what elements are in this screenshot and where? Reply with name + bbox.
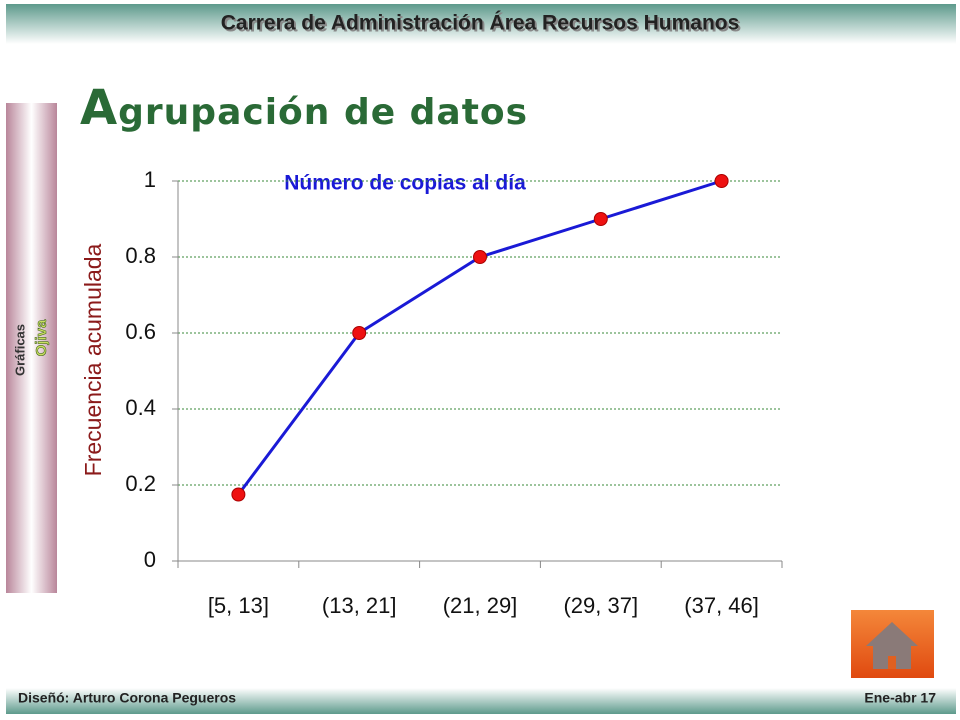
chart-title: Número de copias al día xyxy=(284,172,526,195)
y-tick-label: 0.8 xyxy=(125,243,156,268)
footer-author: Diseñó: Arturo Corona Pegueros xyxy=(18,690,236,706)
x-tick-label: (13, 21] xyxy=(322,593,397,618)
sidebar-topic: Ojiva xyxy=(33,319,50,356)
y-axis-label: Frecuencia acumulada xyxy=(80,243,106,476)
footer-date: Ene-abr 17 xyxy=(864,690,936,706)
x-tick-label: (21, 29] xyxy=(443,593,518,618)
point xyxy=(593,212,608,226)
point xyxy=(231,487,246,502)
y-tick-label: 0.4 xyxy=(125,395,156,420)
home-door xyxy=(888,656,896,669)
line xyxy=(237,179,723,496)
x-tick-label: (29, 37] xyxy=(563,593,638,618)
footer-bar xyxy=(6,688,956,714)
sidebar-section: Gráficas xyxy=(12,324,27,376)
y-tick-label: 1 xyxy=(144,167,156,192)
y-tick-label: 0.6 xyxy=(125,319,156,344)
header-shadow: Carrera de Administración Área Recursos … xyxy=(223,14,742,37)
y-tick-label: 0 xyxy=(144,547,156,572)
point xyxy=(714,174,729,188)
sidebar xyxy=(6,103,57,593)
point xyxy=(473,250,487,264)
home-roof xyxy=(866,622,918,646)
header-bar xyxy=(6,4,956,44)
x-tick-label: [5, 13] xyxy=(208,593,269,618)
point xyxy=(352,326,367,340)
slide-title: Agrupación de datos xyxy=(80,80,529,136)
x-tick-label: (37, 46] xyxy=(684,593,759,618)
header-title: Carrera de Administración Área Recursos … xyxy=(221,12,740,35)
y-tick-label: 0.2 xyxy=(125,471,156,496)
home-button[interactable] xyxy=(851,610,934,678)
